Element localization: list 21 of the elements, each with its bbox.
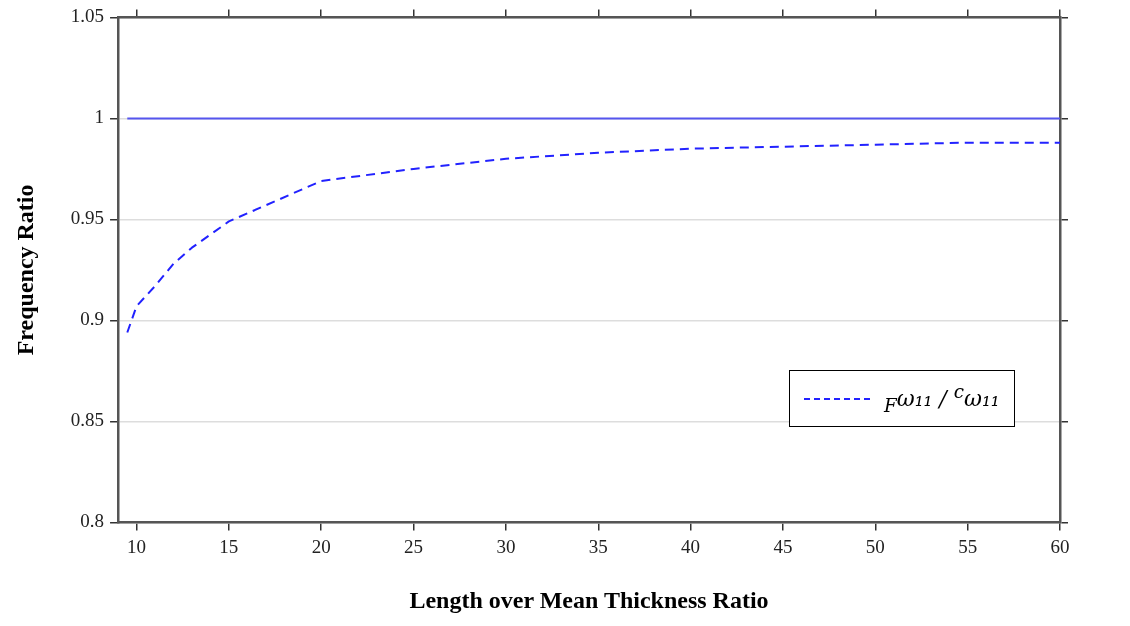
x-tick-label: 30: [496, 535, 516, 557]
x-tick-label: 20: [311, 535, 331, 557]
x-tick-label: 15: [219, 535, 239, 557]
x-tick-label: 60: [1050, 535, 1070, 557]
y-tick-label: 0.8: [80, 510, 105, 532]
x-tick-label: 40: [681, 535, 701, 557]
line-series: [126, 141, 1060, 334]
y-tick-label: 0.95: [70, 207, 105, 229]
y-tick-label: 0.9: [80, 308, 105, 330]
legend-label: $_{F}$ω₁₁ / $^{c}$ω₁₁: [884, 381, 1000, 417]
y-tick-label: 1.05: [70, 5, 105, 27]
x-tick-label: 35: [588, 535, 608, 557]
x-tick-label: 55: [958, 535, 978, 557]
y-axis-title: Frequency Ratio: [11, 184, 38, 356]
y-tick-label: 1: [94, 106, 105, 128]
x-tick-label: 25: [404, 535, 424, 557]
x-axis-title: Length over Mean Thickness Ratio: [409, 586, 769, 613]
x-tick-label: 50: [865, 535, 885, 557]
x-tick-label: 45: [773, 535, 793, 557]
y-tick-label: 0.85: [70, 409, 105, 431]
x-tick-label: 10: [127, 535, 147, 557]
